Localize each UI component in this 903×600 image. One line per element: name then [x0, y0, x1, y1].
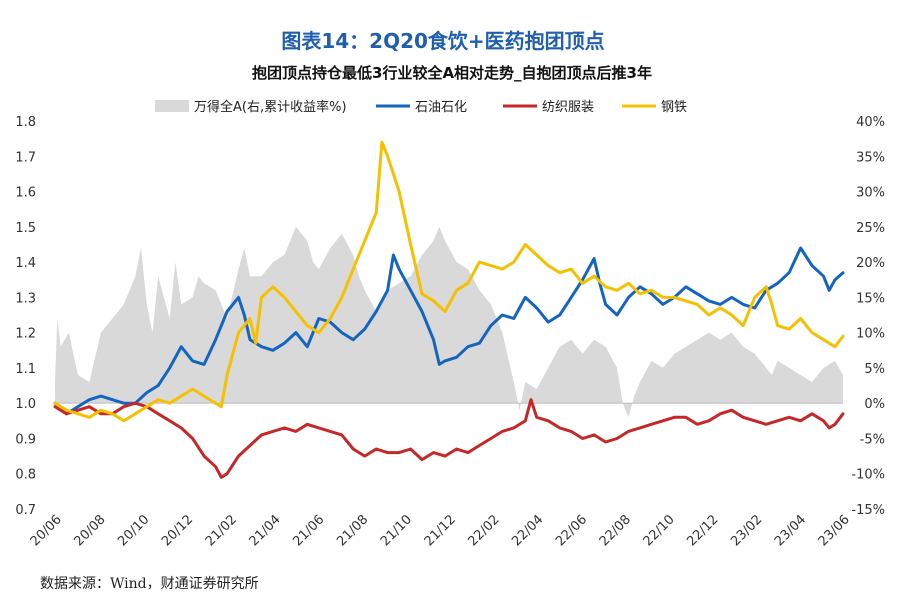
y-right-tick-7: 20% — [856, 256, 885, 271]
x-tick-8: 21/10 — [378, 512, 415, 549]
x-tick-12: 22/06 — [553, 512, 590, 549]
legend-label-petro: 石油石化 — [415, 100, 467, 115]
x-tick-17: 23/04 — [772, 512, 809, 549]
y-left-tick-9: 1.6 — [15, 186, 36, 201]
x-tick-2: 20/10 — [115, 512, 152, 549]
y-right-tick-2: -5% — [860, 432, 885, 447]
legend: 万得全A(右,累计收益率%) 石油石化 纺织服装 钢铁 — [155, 99, 687, 115]
x-tick-16: 23/02 — [728, 512, 765, 549]
series-line-textile — [53, 398, 845, 479]
x-tick-15: 22/12 — [684, 512, 721, 549]
legend-label-area: 万得全A(右,累计收益率%) — [194, 99, 347, 115]
x-tick-1: 20/08 — [72, 512, 109, 549]
series-line-steel — [53, 140, 845, 423]
chart-subtitle: 抱团顶点持仓最低3行业较全A相对走势_自抱团顶点后推3年 — [252, 64, 652, 82]
chart-title: 图表14：2Q20食饮+医药抱团顶点 — [281, 29, 604, 53]
y-right-axis: -15% -10% -5% 0% 5% 10% 15% 20% 25% 30% 35% 40% — [851, 115, 885, 518]
y-right-tick-9: 30% — [856, 186, 885, 201]
y-left-tick-10: 1.7 — [15, 150, 36, 165]
y-left-tick-4: 1.1 — [15, 362, 36, 377]
series-line-petro — [53, 246, 845, 416]
x-tick-14: 22/10 — [641, 512, 678, 549]
x-tick-13: 22/08 — [597, 512, 634, 549]
y-right-tick-10: 35% — [856, 150, 885, 165]
x-tick-3: 20/12 — [159, 512, 196, 549]
y-left-tick-7: 1.4 — [15, 256, 36, 271]
y-left-axis: 0.7 0.8 0.9 1.0 1.1 1.2 1.3 1.4 1.5 1.6 1.7 1.8 — [15, 115, 36, 518]
legend-swatch-area — [155, 100, 189, 112]
y-left-tick-5: 1.2 — [15, 327, 36, 342]
x-tick-11: 22/04 — [509, 512, 546, 549]
y-left-tick-3: 1.0 — [15, 397, 36, 412]
source-note: 数据来源：Wind，财通证券研究所 — [40, 576, 259, 592]
y-right-tick-0: -15% — [851, 503, 885, 518]
legend-label-textile: 纺织服装 — [542, 100, 594, 115]
y-right-tick-6: 15% — [856, 291, 885, 306]
y-left-tick-8: 1.5 — [15, 221, 36, 236]
x-axis: 20/06 20/08 20/10 20/12 21/02 21/04 21/06 21/08… — [28, 512, 853, 549]
y-left-tick-0: 0.7 — [15, 503, 36, 518]
y-left-tick-2: 0.9 — [15, 432, 36, 447]
y-right-tick-4: 5% — [864, 362, 885, 377]
y-right-tick-5: 10% — [856, 327, 885, 342]
plot-area — [53, 140, 845, 479]
x-tick-18: 23/06 — [816, 512, 853, 549]
series-area-quanA — [55, 226, 843, 418]
y-left-tick-1: 0.8 — [15, 468, 36, 483]
x-tick-10: 22/02 — [466, 512, 503, 549]
y-left-tick-6: 1.3 — [15, 291, 36, 306]
y-right-tick-1: -10% — [851, 468, 885, 483]
y-right-tick-3: 0% — [864, 397, 885, 412]
y-right-tick-8: 25% — [856, 221, 885, 236]
x-tick-6: 21/06 — [290, 512, 327, 549]
y-right-tick-11: 40% — [856, 115, 885, 130]
y-left-tick-11: 1.8 — [15, 115, 36, 130]
x-tick-9: 21/12 — [422, 512, 459, 549]
x-tick-7: 21/08 — [334, 512, 371, 549]
x-tick-4: 21/02 — [203, 512, 240, 549]
x-tick-5: 21/04 — [247, 512, 284, 549]
legend-label-steel: 钢铁 — [661, 100, 687, 115]
